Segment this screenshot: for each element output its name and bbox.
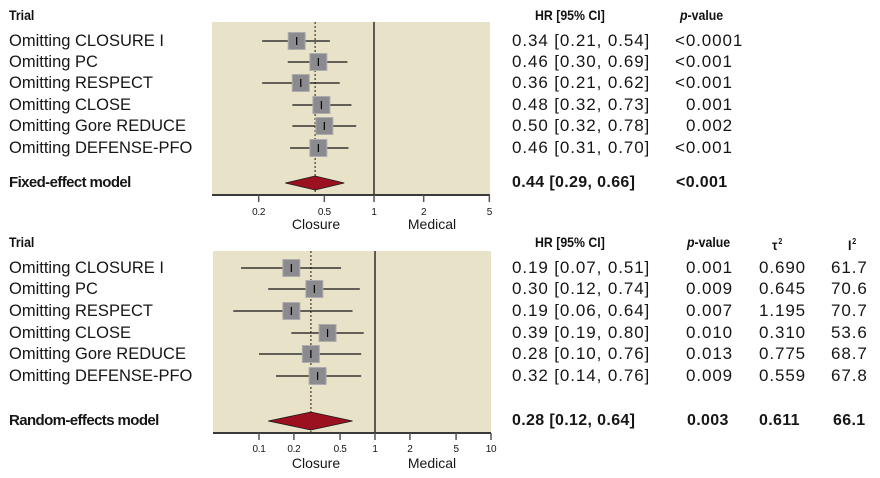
trial-label: Omitting DEFENSE-PFO <box>9 139 193 157</box>
trial-column-header: Trial <box>9 234 35 250</box>
p-symbol: p <box>687 234 695 250</box>
p-value: 0.013 <box>686 344 734 363</box>
trial-label: Omitting Gore REDUCE <box>9 345 186 363</box>
tau-squared-value: 0.310 <box>759 323 807 342</box>
summary-hr-ci-value: 0.44 [0.29, 0.66] <box>512 174 636 191</box>
summary-p-value: <0.001 <box>676 174 728 191</box>
p-value-column-header: p-value <box>687 233 730 251</box>
p-value: <0.001 <box>675 138 733 157</box>
trial-label: Omitting PC <box>9 53 98 71</box>
summary-p-value: 0.003 <box>687 412 729 429</box>
p-value: 0.010 <box>686 323 734 342</box>
i-squared-value: 67.8 <box>831 366 868 385</box>
p-value: 0.009 <box>686 366 734 385</box>
trial-label: Omitting RESPECT <box>9 74 153 92</box>
trial-label: Omitting Gore REDUCE <box>9 117 186 135</box>
i-symbol: I <box>848 237 852 253</box>
i-squared-value: 70.7 <box>831 301 868 320</box>
i-superscript: 2 <box>852 237 857 246</box>
p-symbol: p <box>680 7 688 23</box>
tau-symbol: τ <box>772 237 778 253</box>
p-suffix: -value <box>694 234 731 250</box>
tau-squared-column-header: τ2 <box>772 233 783 253</box>
trial-label: Omitting CLOSE <box>9 96 131 114</box>
hr-ci-value: 0.46 [0.30, 0.69] <box>512 52 651 71</box>
p-value-column-header: p-value <box>680 6 723 24</box>
tau-squared-value: 0.559 <box>759 366 807 385</box>
p-value: <0.001 <box>675 73 733 92</box>
trial-column-header: Trial <box>9 7 35 23</box>
trial-label: Omitting CLOSE <box>9 324 131 342</box>
hr-ci-value: 0.32 [0.14, 0.76] <box>512 366 651 385</box>
p-value: <0.001 <box>675 52 733 71</box>
i-squared-value: 68.7 <box>831 344 868 363</box>
p-suffix: -value <box>687 7 724 23</box>
hr-ci-column-header: HR [95% CI] <box>535 234 605 250</box>
tau-squared-value: 0.775 <box>759 344 807 363</box>
summary-tau-squared-value: 0.611 <box>759 412 800 429</box>
trial-label: Omitting PC <box>9 280 98 298</box>
trial-label: Omitting CLOSURE I <box>9 32 164 50</box>
hr-ci-value: 0.30 [0.12, 0.74] <box>512 279 651 298</box>
summary-i-squared-value: 66.1 <box>833 412 866 429</box>
hr-ci-value: 0.48 [0.32, 0.73] <box>512 95 651 114</box>
p-value: 0.009 <box>686 279 734 298</box>
tau-squared-value: 0.690 <box>759 258 807 277</box>
model-label: Random-effects model <box>9 412 159 429</box>
i-squared-value: 70.6 <box>831 279 868 298</box>
i-squared-value: 53.6 <box>831 323 868 342</box>
p-value: 0.007 <box>686 301 734 320</box>
hr-ci-value: 0.39 [0.19, 0.80] <box>512 323 651 342</box>
p-value: <0.0001 <box>675 31 744 50</box>
hr-ci-value: 0.19 [0.06, 0.64] <box>512 301 651 320</box>
tau-squared-value: 0.645 <box>759 279 807 298</box>
hr-ci-value: 0.19 [0.07, 0.51] <box>512 258 651 277</box>
trial-label: Omitting DEFENSE-PFO <box>9 367 193 385</box>
hr-ci-value: 0.34 [0.21, 0.54] <box>512 31 651 50</box>
p-value: 0.001 <box>686 95 734 114</box>
trial-label: Omitting RESPECT <box>9 302 153 320</box>
hr-ci-value: 0.46 [0.31, 0.70] <box>512 138 651 157</box>
hr-ci-column-header: HR [95% CI] <box>535 7 605 23</box>
hr-ci-value: 0.28 [0.10, 0.76] <box>512 344 651 363</box>
tau-superscript: 2 <box>778 237 783 246</box>
tau-squared-value: 1.195 <box>759 301 807 320</box>
hr-ci-value: 0.50 [0.32, 0.78] <box>512 116 651 135</box>
i-squared-column-header: I2 <box>848 233 857 253</box>
i-squared-value: 61.7 <box>831 258 868 277</box>
p-value: 0.001 <box>686 258 734 277</box>
p-value: 0.002 <box>686 116 734 135</box>
trial-label: Omitting CLOSURE I <box>9 259 164 277</box>
summary-hr-ci-value: 0.28 [0.12, 0.64] <box>512 412 636 429</box>
hr-ci-value: 0.36 [0.21, 0.62] <box>512 73 651 92</box>
model-label: Fixed-effect model <box>9 174 131 191</box>
